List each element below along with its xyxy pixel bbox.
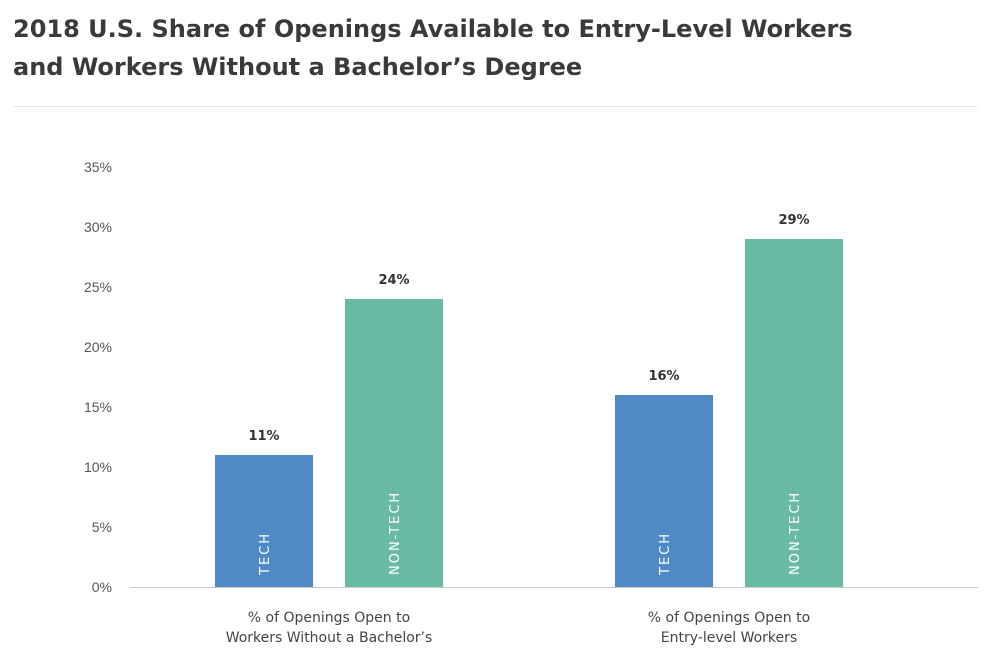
y-tick-label: 15% xyxy=(84,399,112,415)
bar xyxy=(215,455,313,587)
y-tick-label: 30% xyxy=(84,219,112,235)
x-category-label: % of Openings Open to xyxy=(248,610,410,626)
data-label: 29% xyxy=(778,213,809,228)
data-label: 11% xyxy=(248,429,279,444)
title-line-2: and Workers Without a Bachelor’s Degree xyxy=(13,53,583,81)
data-label: 24% xyxy=(378,273,409,288)
bar-series-label: NON-TECH xyxy=(388,491,403,575)
bar-series-label: TECH xyxy=(658,532,673,576)
title-divider xyxy=(13,106,978,107)
y-tick-label: 10% xyxy=(84,459,112,475)
x-category-label: Entry-level Workers xyxy=(661,630,797,646)
title-line-1: 2018 U.S. Share of Openings Available to… xyxy=(13,15,853,43)
y-tick-label: 35% xyxy=(84,159,112,175)
y-tick-label: 5% xyxy=(92,519,112,535)
y-tick-label: 0% xyxy=(92,579,112,595)
chart-title: 2018 U.S. Share of Openings Available to… xyxy=(13,10,973,86)
y-tick-label: 20% xyxy=(84,339,112,355)
y-tick-label: 25% xyxy=(84,279,112,295)
bar xyxy=(345,299,443,587)
bar xyxy=(745,239,843,587)
bar xyxy=(615,395,713,587)
x-category-label: % of Openings Open to xyxy=(648,610,810,626)
x-category-label: Workers Without a Bachelor’s xyxy=(226,630,433,646)
data-label: 16% xyxy=(648,369,679,384)
bar-series-label: TECH xyxy=(258,532,273,576)
bar-series-label: NON-TECH xyxy=(788,491,803,575)
